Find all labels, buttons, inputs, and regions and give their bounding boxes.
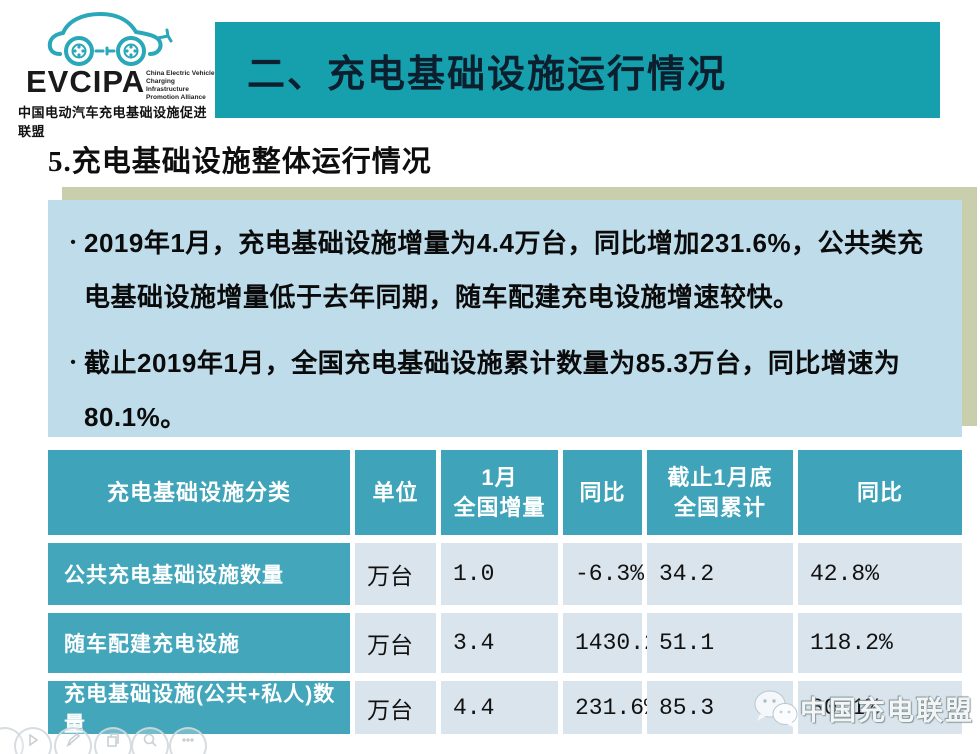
table-cell: 4.4	[441, 681, 558, 734]
table-cell: 34.2	[647, 543, 793, 605]
watermark-label: 中国充电联盟	[800, 695, 974, 726]
col-header-cumulative: 截止1月底 全国累计	[647, 450, 793, 535]
ev-car-icon	[47, 11, 173, 66]
wechat-watermark: 中国充电联盟	[752, 686, 974, 730]
logo-english-name: China Electric Vehicle Charging Infrastr…	[146, 70, 215, 101]
pencil-icon[interactable]	[54, 727, 92, 754]
section-title: 5.充电基础设施整体运行情况	[48, 146, 432, 178]
play-icon[interactable]	[14, 727, 52, 754]
summary-bullet-2-text: 截止2019年1月，全国充电基础设施累计数量为85.3万台，同比增速为80.1%…	[84, 348, 901, 432]
bullet-icon: •	[70, 354, 76, 371]
col-header-unit: 单位	[355, 450, 436, 535]
bullet-icon: •	[70, 234, 76, 251]
slide-title: 二、充电基础设施运行情况	[247, 53, 728, 96]
wechat-icon	[754, 690, 798, 728]
table-cell: 80.1%	[798, 681, 962, 734]
table-cell: 万台	[355, 681, 436, 734]
table-cell: 42.8%	[798, 543, 962, 605]
col-header-yoy-1: 同比	[563, 450, 642, 535]
logo-acronym: EVCIPA	[26, 64, 146, 99]
col-header-jan-increase: 1月 全国增量	[441, 450, 558, 535]
infrastructure-stats-table: 充电基础设施分类 单位 1月 全国增量 同比 截止1月底 全国累计 同比 公共充电基…	[48, 450, 962, 736]
table-cell: 3.4	[441, 613, 558, 673]
table-cell: -6.3%	[563, 543, 644, 605]
table-cell: 1430.2%	[563, 613, 672, 673]
table-cell: 118.2%	[798, 613, 962, 673]
table-cell: 51.1	[647, 613, 793, 673]
table-row-label: 充电基础设施(公共+私人)数量	[48, 681, 350, 736]
summary-box: • 2019年1月，充电基础设施增量为4.4万台，同比增加231.6%，公共类充…	[48, 200, 962, 437]
logo-chinese-name: 中国电动汽车充电基础设施促进联盟	[18, 105, 208, 139]
summary-bullet-1-text: 2019年1月，充电基础设施增量为4.4万台，同比增加231.6%，公共类充电基…	[84, 228, 924, 312]
col-header-yoy-2: 同比	[798, 450, 962, 535]
table-row-label: 公共充电基础设施数量	[48, 543, 350, 605]
table-cell: 1.0	[441, 543, 558, 605]
table-cell: 万台	[355, 543, 436, 605]
evcipa-logo: EVCIPA China Electric Vehicle Charging I…	[18, 6, 215, 139]
col-header-category: 充电基础设施分类	[48, 450, 350, 535]
table-row-label: 随车配建充电设施	[48, 613, 350, 673]
slide-title-banner: 二、充电基础设施运行情况	[215, 22, 940, 118]
summary-bullet-1: • 2019年1月，充电基础设施增量为4.4万台，同比增加231.6%，公共类充…	[62, 216, 932, 324]
table-cell: 231.6%	[563, 681, 658, 734]
table-cell: 万台	[355, 613, 436, 673]
more-icon[interactable]	[169, 727, 207, 754]
summary-bullet-2: • 截止2019年1月，全国充电基础设施累计数量为85.3万台，同比增速为80.…	[62, 336, 932, 444]
search-icon[interactable]	[131, 727, 169, 754]
